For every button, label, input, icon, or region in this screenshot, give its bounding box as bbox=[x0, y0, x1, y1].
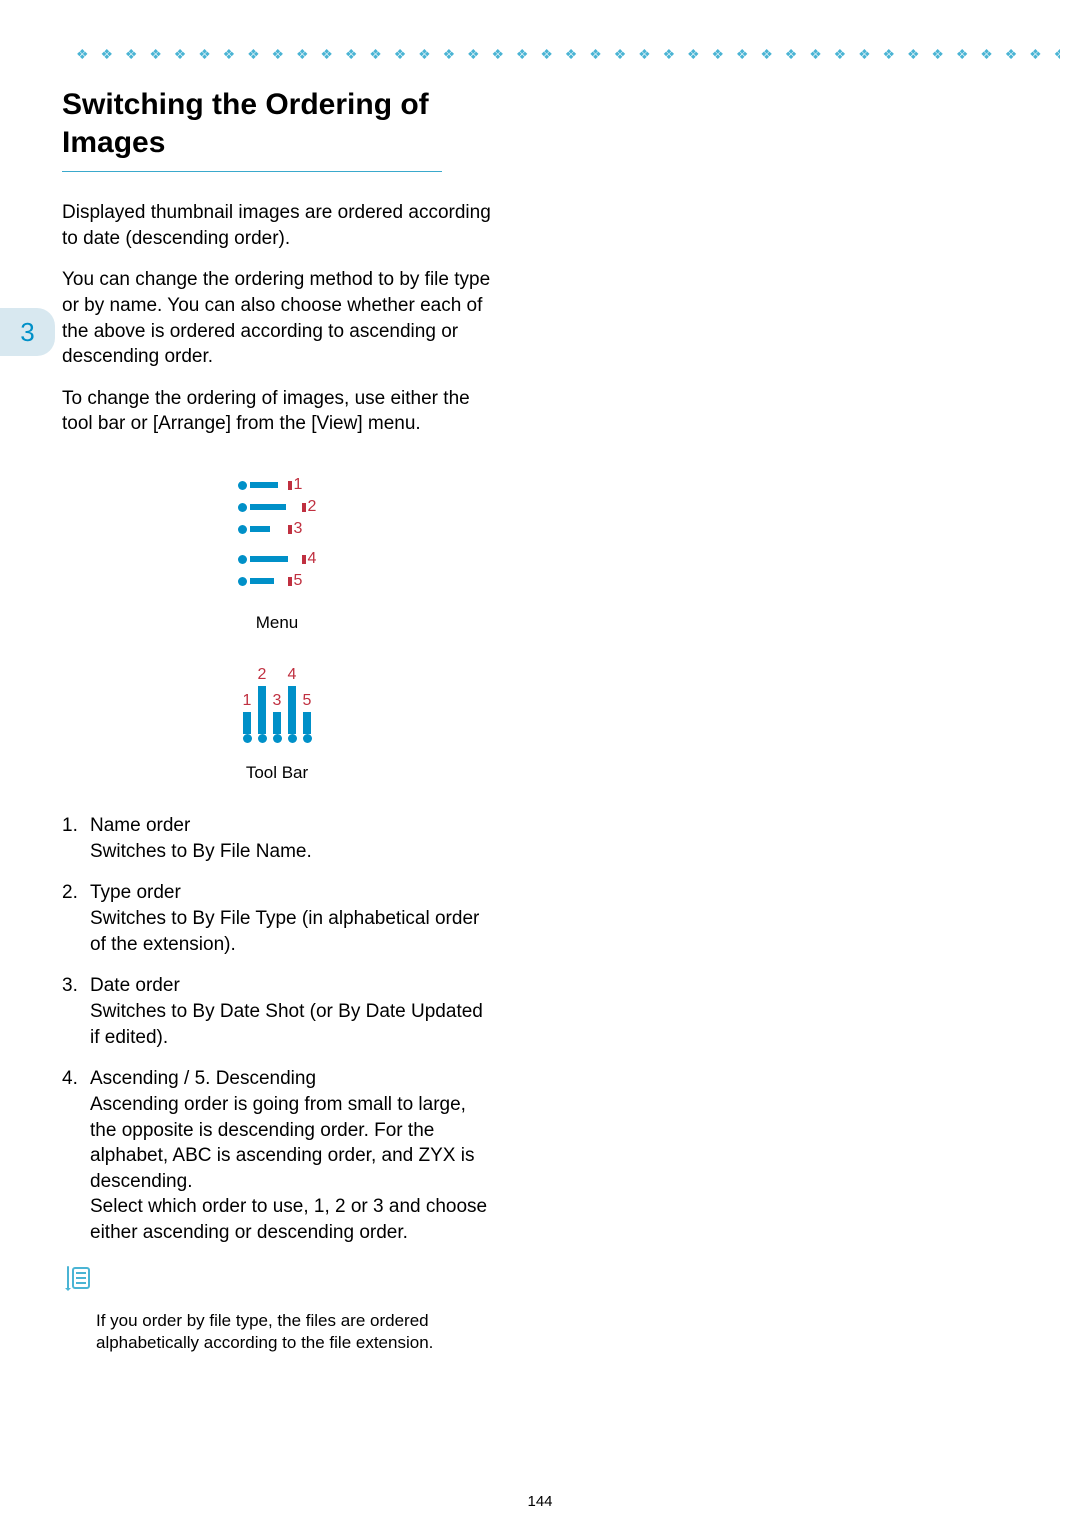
page-number: 144 bbox=[0, 1493, 1080, 1510]
menu-row-3: 3 bbox=[238, 519, 317, 539]
list-item-1: 1.Name orderSwitches to By File Name. bbox=[62, 813, 492, 864]
main-content: Switching the Ordering of Images Display… bbox=[62, 86, 492, 1354]
list-item-number: 2. bbox=[62, 880, 90, 957]
list-item-text: Switches to By File Name. bbox=[90, 839, 492, 865]
toolbar-col-3: 3 bbox=[273, 692, 282, 743]
list-item-number: 4. bbox=[62, 1066, 90, 1245]
list-item-body: Type orderSwitches to By File Type (in a… bbox=[90, 880, 492, 957]
list-item-number: 1. bbox=[62, 813, 90, 864]
chapter-number: 3 bbox=[20, 317, 34, 348]
decorative-diamond-border: ❖ ❖ ❖ ❖ ❖ ❖ ❖ ❖ ❖ ❖ ❖ ❖ ❖ ❖ ❖ ❖ ❖ ❖ ❖ ❖ … bbox=[76, 46, 1060, 60]
chapter-tab: 3 bbox=[0, 308, 55, 356]
list-item-body: Ascending / 5. DescendingAscending order… bbox=[90, 1066, 492, 1245]
list-item-2: 2.Type orderSwitches to By File Type (in… bbox=[62, 880, 492, 957]
intro-paragraph-1: Displayed thumbnail images are ordered a… bbox=[62, 200, 492, 251]
list-item-text: Select which order to use, 1, 2 or 3 and… bbox=[90, 1194, 492, 1245]
toolbar-figure-caption: Tool Bar bbox=[62, 763, 492, 783]
page-title: Switching the Ordering of Images bbox=[62, 86, 492, 171]
menu-row-4: 4 bbox=[238, 549, 317, 569]
list-item-title: Date order bbox=[90, 973, 492, 999]
list-item-body: Date orderSwitches to By Date Shot (or B… bbox=[90, 973, 492, 1050]
toolbar-col-1: 1 bbox=[243, 692, 252, 743]
menu-row-2: 2 bbox=[238, 497, 317, 517]
toolbar-figure: 12345 bbox=[243, 663, 312, 743]
menu-row-1: 1 bbox=[238, 475, 317, 495]
list-item-text: Ascending order is going from small to l… bbox=[90, 1092, 492, 1195]
list-item-4: 4.Ascending / 5. DescendingAscending ord… bbox=[62, 1066, 492, 1245]
list-item-3: 3.Date orderSwitches to By Date Shot (or… bbox=[62, 973, 492, 1050]
list-item-title: Name order bbox=[90, 813, 492, 839]
menu-figure-caption: Menu bbox=[62, 613, 492, 633]
toolbar-col-4: 4 bbox=[288, 666, 297, 743]
list-item-text: Switches to By Date Shot (or By Date Upd… bbox=[90, 999, 492, 1050]
note-icon bbox=[62, 1264, 92, 1294]
menu-row-5: 5 bbox=[238, 571, 317, 591]
list-item-body: Name orderSwitches to By File Name. bbox=[90, 813, 492, 864]
toolbar-col-5: 5 bbox=[303, 692, 312, 743]
list-item-number: 3. bbox=[62, 973, 90, 1050]
toolbar-col-2: 2 bbox=[258, 666, 267, 743]
ordering-options-list: 1.Name orderSwitches to By File Name.2.T… bbox=[62, 813, 492, 1246]
list-item-title: Ascending / 5. Descending bbox=[90, 1066, 492, 1092]
note-text: If you order by file type, the files are… bbox=[96, 1310, 492, 1354]
list-item-title: Type order bbox=[90, 880, 492, 906]
menu-figure: 12345 Menu 12345 Tool Bar bbox=[62, 473, 492, 783]
heading-underline bbox=[62, 171, 442, 172]
intro-paragraph-2: You can change the ordering method to by… bbox=[62, 267, 492, 370]
intro-paragraph-3: To change the ordering of images, use ei… bbox=[62, 386, 492, 437]
list-item-text: Switches to By File Type (in alphabetica… bbox=[90, 906, 492, 957]
